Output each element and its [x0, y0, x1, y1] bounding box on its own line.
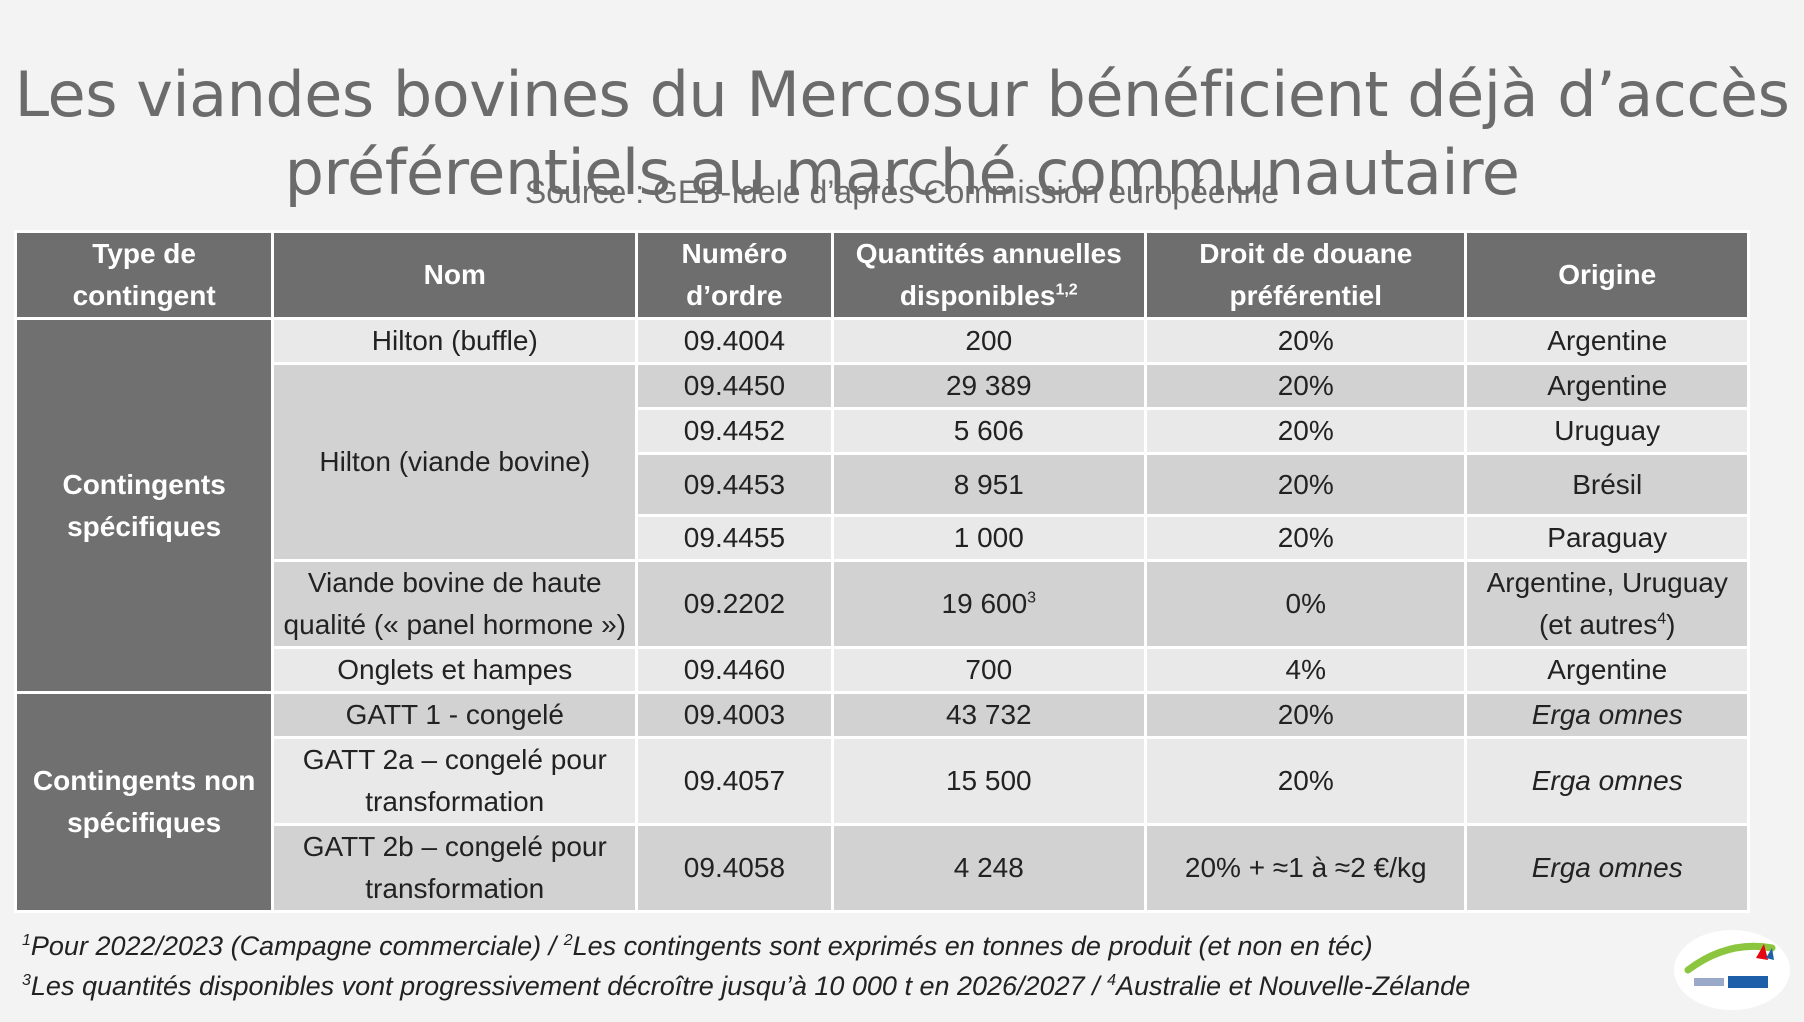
cell-quantite: 19 6003	[830, 559, 1148, 649]
table-row: GATT 2a – congelé pour transformation 09.…	[16, 736, 1750, 826]
cell-droit: 20%	[1144, 362, 1468, 410]
cell-numero: 09.4452	[635, 407, 834, 455]
cell-numero: 09.4004	[635, 317, 834, 365]
table-row: Hilton (viande bovine) 09.4450 29 389 20…	[16, 362, 1750, 562]
group-contingents-non-specifiques: Contingents non spécifiques	[13, 691, 275, 913]
cell-quantite: 15 500	[830, 736, 1148, 826]
cell-numero: 09.4058	[635, 823, 834, 913]
cell-droit: 20% + ≈1 à ≈2 €/kg	[1144, 823, 1468, 913]
cell-droit: 20%	[1144, 691, 1468, 739]
cell-numero: 09.4460	[635, 646, 834, 694]
cell-origine: Erga omnes	[1464, 823, 1750, 913]
table-row: Contingents spécifiques Hilton (buffle) 0…	[13, 317, 1750, 694]
cell-numero: 09.4453	[635, 452, 834, 517]
cell-origine: Argentine	[1464, 317, 1750, 365]
cell-nom: GATT 2b – congelé pour transformation	[271, 823, 639, 913]
table-header-row: Type de contingent Nom Numéro d’ordre Quan…	[13, 230, 1750, 320]
cell-nom: GATT 1 - congelé	[271, 691, 639, 739]
title-line-2: préférentiels au marché communautaire	[284, 135, 1520, 209]
cell-quantite: 29 389	[830, 362, 1148, 410]
cell-nom: Viande bovine de haute qualité (« panel h…	[271, 559, 639, 649]
cell-origine: Erga omnes	[1464, 691, 1750, 739]
cell-quantite: 43 732	[830, 691, 1148, 739]
group-contingents-specifiques: Contingents spécifiques	[13, 317, 275, 694]
table-row: 09.4452 5 606 20% Uruguay	[16, 407, 1750, 455]
cell-quantite: 5 606	[830, 407, 1148, 455]
cell-quantite: 4 248	[830, 823, 1148, 913]
title-line-1: Les viandes bovines du Mercosur bénéfici…	[14, 57, 1790, 131]
cell-droit: 20%	[1144, 452, 1468, 517]
footnotes: 1Pour 2022/2023 (Campagne commerciale) /…	[22, 926, 1582, 1006]
cell-nom: Onglets et hampes	[271, 646, 639, 694]
cell-numero: 09.4003	[635, 691, 834, 739]
cell-origine: Paraguay	[1464, 514, 1750, 562]
cell-origine: Erga omnes	[1464, 736, 1750, 826]
header-droit: Droit de douane préférentiel	[1144, 230, 1468, 320]
table-row: Contingents non spécifiques GATT 1 - cong…	[13, 691, 1750, 913]
source-caption: Source : GEB-Idele d’après Commission eu…	[524, 174, 1280, 210]
cell-droit: 20%	[1144, 514, 1468, 562]
quota-table: Type de contingent Nom Numéro d’ordre Quan…	[13, 230, 1750, 913]
cell-droit: 20%	[1144, 407, 1468, 455]
header-origine: Origine	[1464, 230, 1750, 320]
cell-quantite: 700	[830, 646, 1148, 694]
footnote-line-2: 3Les quantités disponibles vont progress…	[22, 971, 1471, 1001]
cell-numero: 09.4455	[635, 514, 834, 562]
cell-quantite: 200	[830, 317, 1148, 365]
header-nom: Nom	[271, 230, 639, 320]
cell-origine: Uruguay	[1464, 407, 1750, 455]
table-row: GATT 2b – congelé pour transformation 09.…	[16, 823, 1750, 913]
cell-quantite: 8 951	[830, 452, 1148, 517]
cell-nom: GATT 2a – congelé pour transformation	[271, 736, 639, 826]
cell-origine: Argentine	[1464, 362, 1750, 410]
table-row: Viande bovine de haute qualité (« panel h…	[16, 559, 1750, 649]
header-quantites: Quantités annuelles disponibles1,2	[830, 230, 1148, 320]
header-type: Type de contingent	[13, 230, 275, 320]
table-row: 09.4453 8 951 20% Brésil	[16, 452, 1750, 517]
cell-origine: Argentine, Uruguay (et autres4)	[1464, 559, 1750, 649]
cell-numero: 09.4057	[635, 736, 834, 826]
cell-droit: 20%	[1144, 317, 1468, 365]
page-title: Les viandes bovines du Mercosur bénéfici…	[0, 56, 1804, 212]
cell-droit: 20%	[1144, 736, 1468, 826]
cell-origine: Brésil	[1464, 452, 1750, 517]
cell-droit: 0%	[1144, 559, 1468, 649]
header-numero: Numéro d’ordre	[635, 230, 834, 320]
cell-numero: 09.4450	[635, 362, 834, 410]
cell-numero: 09.2202	[635, 559, 834, 649]
footnote-line-1: 1Pour 2022/2023 (Campagne commerciale) /…	[22, 931, 1373, 961]
cell-quantite: 1 000	[830, 514, 1148, 562]
cell-nom: Hilton (viande bovine)	[271, 362, 639, 562]
cell-origine: Argentine	[1464, 646, 1750, 694]
cell-nom: Hilton (buffle)	[271, 317, 639, 365]
table-row: Onglets et hampes 09.4460 700 4% Argenti…	[16, 646, 1750, 694]
idele-logo-icon	[1668, 918, 1792, 1014]
table-row: 09.4455 1 000 20% Paraguay	[16, 514, 1750, 562]
cell-droit: 4%	[1144, 646, 1468, 694]
